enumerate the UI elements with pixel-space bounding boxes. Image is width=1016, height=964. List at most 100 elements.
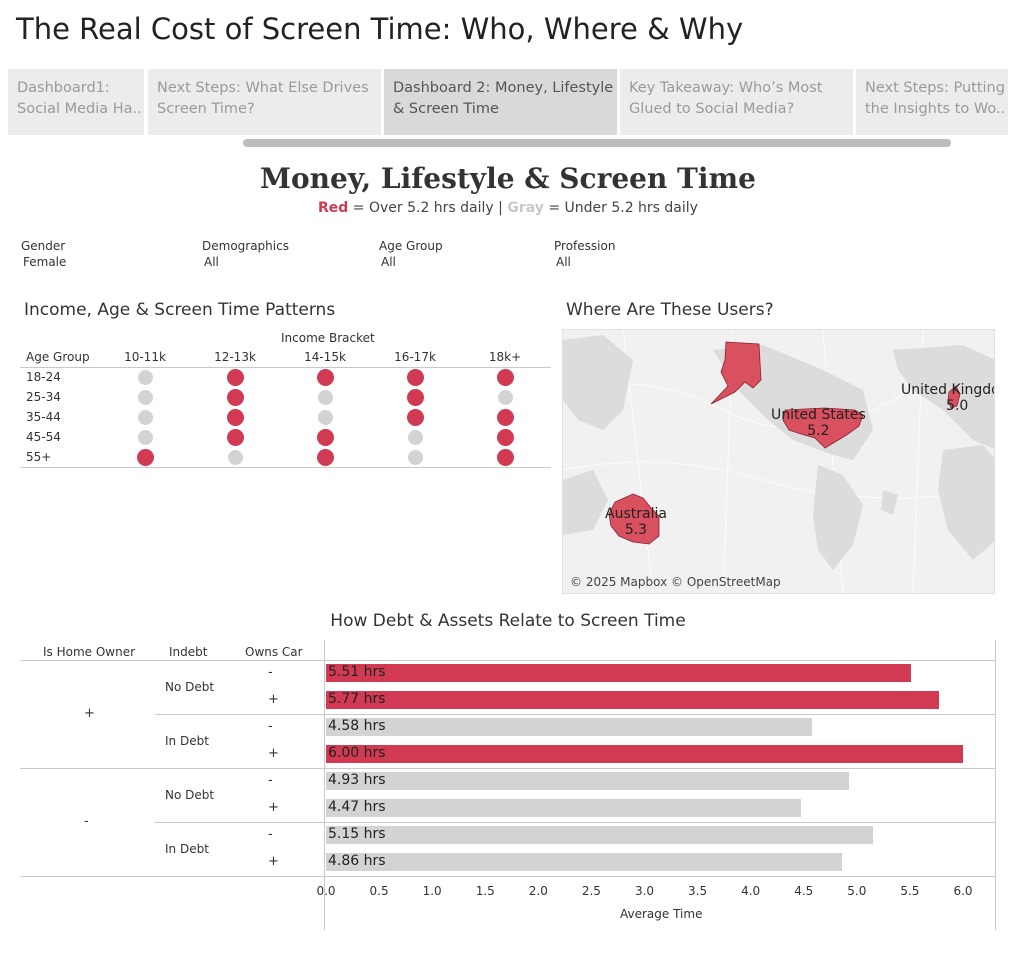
tab-3[interactable]: Dashboard 2: Money, Lifestyle & Screen Ti… [384, 69, 617, 135]
debt-header-rule [20, 660, 996, 661]
tab-label-line2: & Screen Time [393, 101, 499, 117]
x-tick-label: 1.0 [422, 884, 442, 898]
income-dot[interactable] [137, 429, 153, 445]
bar-value-label: 4.93 hrs [328, 772, 386, 788]
income-dot[interactable] [226, 408, 244, 426]
income-dot[interactable] [317, 409, 333, 425]
age-row-label: 18-24 [26, 370, 61, 384]
tab-label-line1: Dashboard1: [17, 80, 110, 96]
income-dot[interactable] [226, 388, 244, 406]
income-dot[interactable] [317, 389, 333, 405]
tab-label-line2: the Insights to Wo.. [865, 101, 1006, 117]
bar-value-label: 5.15 hrs [328, 826, 386, 842]
owns-car-value: + [268, 746, 279, 761]
x-tick-label: 2.5 [581, 884, 601, 898]
time-bar[interactable] [326, 718, 813, 736]
income-dot[interactable] [406, 408, 424, 426]
header-is-home-owner: Is Home Owner [43, 645, 136, 659]
time-bar[interactable] [326, 772, 850, 790]
tab-2[interactable]: Next Steps: What Else Drives Screen Time? [148, 69, 381, 135]
income-dot[interactable] [137, 369, 153, 385]
time-bar[interactable] [326, 691, 939, 709]
x-tick-label: 3.5 [688, 884, 708, 898]
income-col-header: 14-15k [304, 350, 346, 364]
time-bar[interactable] [326, 799, 801, 817]
filter-label-demographics: Demographics [202, 239, 289, 253]
home-owner-value: - [84, 814, 89, 829]
income-dot[interactable] [316, 448, 334, 466]
income-dot[interactable] [316, 428, 334, 446]
bar-value-label: 5.77 hrs [328, 691, 386, 707]
income-dot[interactable] [226, 368, 244, 386]
map-country-usa [782, 407, 864, 449]
income-dot[interactable] [497, 389, 513, 405]
grid-top-rule [20, 367, 551, 368]
filter-label-gender: Gender [21, 239, 66, 253]
indebt-value: No Debt [165, 680, 215, 694]
income-dot[interactable] [137, 389, 153, 405]
income-col-header: 12-13k [214, 350, 256, 364]
income-panel-title: Income, Age & Screen Time Patterns [24, 300, 336, 320]
tab-scrollbar[interactable] [243, 139, 951, 147]
age-row-label: 35-44 [26, 410, 61, 424]
x-tick-label: 2.0 [528, 884, 548, 898]
plot-left-axis [324, 640, 325, 930]
owns-car-value: + [268, 800, 279, 815]
map-attribution[interactable]: © 2025 Mapbox © OpenStreetMap [570, 575, 781, 589]
map-canvas [563, 330, 994, 593]
filter-demographics[interactable]: All [204, 255, 219, 269]
income-dot[interactable] [496, 368, 514, 386]
filter-gender[interactable]: Female [23, 255, 67, 269]
x-tick-label: 4.5 [794, 884, 814, 898]
income-dot[interactable] [316, 368, 334, 386]
tab-5[interactable]: Next Steps: Putting the Insights to Wo.. [856, 69, 1008, 135]
map-label-united-kingdom: United Kingdom 5.0 [901, 382, 994, 414]
income-dot[interactable] [406, 368, 424, 386]
tab-4[interactable]: Key Takeaway: Who’s Most Glued to Social … [620, 69, 853, 135]
tab-label-line2: Glued to Social Media? [629, 101, 795, 117]
home-owner-value: + [84, 706, 95, 721]
tab-label-line1: Key Takeaway: Who’s Most [629, 80, 823, 96]
debt-split-rule [155, 714, 996, 715]
x-tick-label: 0.0 [316, 884, 336, 898]
income-dot[interactable] [227, 449, 243, 465]
filter-age-group[interactable]: All [381, 255, 396, 269]
bar-value-label: 5.51 hrs [328, 664, 386, 680]
income-dot[interactable] [407, 429, 423, 445]
income-bracket-header: Income Bracket [281, 331, 375, 345]
x-tick-label: 6.0 [953, 884, 973, 898]
filter-profession[interactable]: All [556, 255, 571, 269]
age-row-label: 45-54 [26, 430, 61, 444]
income-dot[interactable] [496, 408, 514, 426]
plot-right-border [995, 640, 996, 930]
group-rule [20, 768, 996, 769]
income-dot[interactable] [226, 428, 244, 446]
x-axis-label: Average Time [620, 907, 703, 921]
owns-car-value: - [268, 719, 273, 734]
indebt-value: In Debt [165, 734, 209, 748]
time-bar[interactable] [326, 664, 911, 682]
legend-red-word: Red [318, 200, 349, 216]
tab-label-line1: Dashboard 2: Money, Lifestyle [393, 80, 614, 96]
legend-gray-word: Gray [507, 200, 544, 216]
bar-value-label: 6.00 hrs [328, 745, 386, 761]
time-bar[interactable] [326, 745, 963, 763]
map-country-alaska [710, 341, 762, 405]
tab-1[interactable]: Dashboard1: Social Media Ha.. [8, 69, 144, 135]
legend-gray-text: = Under 5.2 hrs daily [543, 200, 698, 216]
tab-label-line2: Social Media Ha.. [17, 101, 142, 117]
map-country-australia [608, 493, 660, 545]
income-dot[interactable] [496, 428, 514, 446]
time-bar[interactable] [326, 826, 873, 844]
income-dot[interactable] [406, 388, 424, 406]
income-dot[interactable] [136, 448, 154, 466]
color-legend: Red = Over 5.2 hrs daily | Gray = Under … [0, 200, 1016, 216]
x-tick-label: 3.0 [634, 884, 655, 898]
income-dot[interactable] [496, 448, 514, 466]
income-dot[interactable] [137, 409, 153, 425]
time-bar[interactable] [326, 853, 842, 871]
tab-label-line2: Screen Time? [157, 101, 255, 117]
income-dot[interactable] [407, 449, 423, 465]
age-row-label: 25-34 [26, 390, 61, 404]
user-map[interactable]: United States 5.2 United Kingdom 5.0 Aus… [562, 329, 995, 594]
